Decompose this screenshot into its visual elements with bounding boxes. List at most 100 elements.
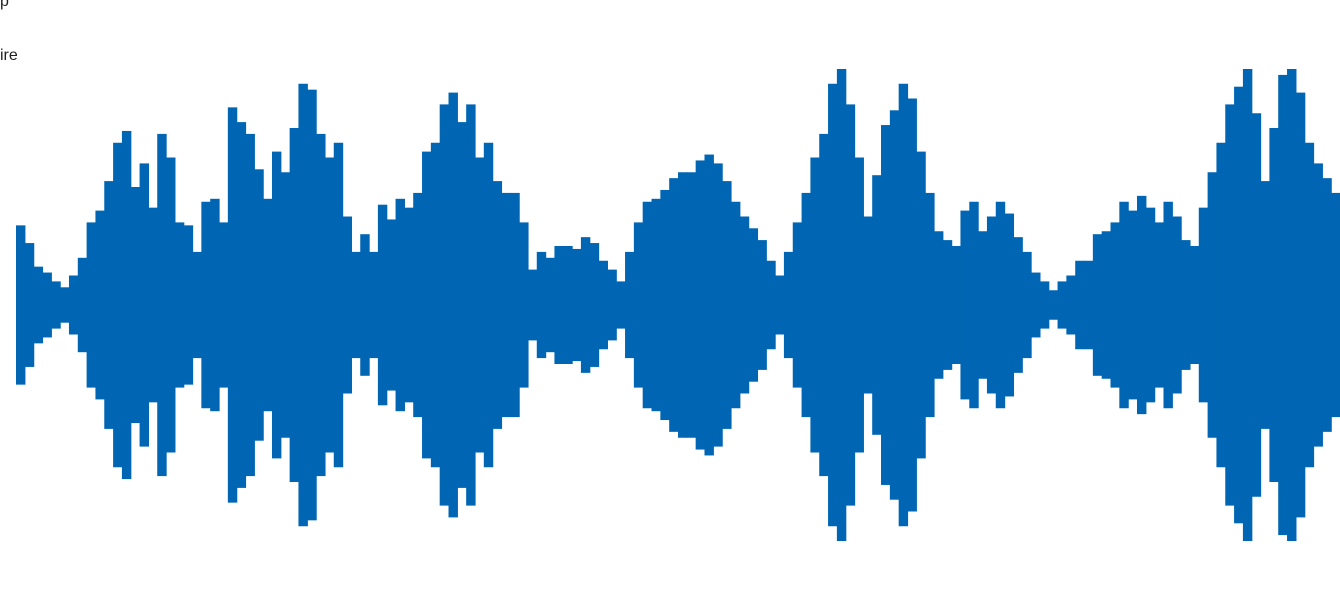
waveform-bar bbox=[1145, 207, 1156, 403]
waveform-bar bbox=[1287, 69, 1297, 541]
waveform-bar bbox=[192, 251, 202, 359]
waveform-bar bbox=[1225, 104, 1235, 506]
waveform-bar bbox=[280, 172, 291, 438]
waveform-bar bbox=[227, 107, 238, 503]
waveform-bar bbox=[1278, 74, 1288, 536]
waveform-bar bbox=[501, 192, 511, 418]
waveform-bar bbox=[1136, 195, 1147, 415]
waveform-bar bbox=[775, 275, 785, 335]
waveform-bar bbox=[951, 246, 962, 364]
waveform-bar bbox=[757, 240, 767, 370]
waveform-bar bbox=[510, 192, 520, 418]
waveform-bar bbox=[324, 157, 335, 453]
waveform-bar bbox=[33, 266, 44, 344]
waveform-bar bbox=[589, 243, 600, 367]
waveform-bar bbox=[166, 157, 176, 453]
waveform-bar bbox=[1119, 201, 1129, 409]
waveform-bar bbox=[1066, 275, 1076, 335]
waveform-bar bbox=[704, 154, 714, 456]
waveform-bar bbox=[995, 201, 1006, 409]
waveform-bar bbox=[1216, 142, 1226, 468]
waveform-bar bbox=[713, 163, 723, 447]
waveform-bar bbox=[457, 122, 467, 488]
waveform-bar bbox=[1154, 222, 1165, 388]
waveform-bar bbox=[801, 192, 811, 418]
waveform-bar bbox=[483, 142, 494, 468]
waveform-bar bbox=[333, 142, 344, 468]
waveform-bar bbox=[730, 201, 741, 409]
waveform-bar bbox=[695, 160, 706, 450]
waveform-bar bbox=[766, 260, 776, 350]
waveform-bar bbox=[660, 189, 670, 421]
waveform-bar bbox=[1198, 207, 1209, 403]
waveform-bar bbox=[819, 133, 829, 477]
waveform-bar bbox=[792, 222, 803, 388]
waveform-bar bbox=[113, 142, 123, 468]
waveform-bar bbox=[77, 257, 88, 353]
waveform-bar bbox=[607, 269, 617, 341]
waveform-bar bbox=[68, 275, 79, 335]
partial-label-top: p bbox=[0, 0, 9, 10]
waveform-bar bbox=[404, 207, 414, 403]
waveform-bar bbox=[439, 104, 450, 506]
waveform-bar bbox=[1234, 86, 1244, 524]
waveform-bar bbox=[1075, 260, 1085, 350]
waveform-bar bbox=[1189, 246, 1200, 364]
partial-label-side: ire bbox=[0, 47, 18, 64]
waveform-bar bbox=[845, 104, 856, 506]
waveform-bar bbox=[748, 228, 759, 382]
waveform-bar bbox=[625, 251, 635, 359]
waveform-bar bbox=[342, 216, 353, 394]
waveform-bar bbox=[1172, 216, 1182, 394]
waveform-bar bbox=[563, 246, 573, 364]
waveform-bar bbox=[245, 133, 255, 477]
waveform-bar bbox=[978, 231, 988, 379]
waveform-bar bbox=[157, 133, 167, 477]
waveform-bar bbox=[686, 172, 697, 438]
waveform-bar bbox=[466, 104, 476, 506]
waveform-bar bbox=[130, 187, 141, 423]
waveform-bar bbox=[95, 210, 105, 400]
waveform-bar bbox=[1260, 181, 1270, 429]
waveform-bar bbox=[386, 219, 397, 391]
waveform-bar bbox=[916, 151, 926, 459]
waveform-bar bbox=[1181, 240, 1191, 370]
waveform-bar bbox=[492, 181, 503, 429]
waveform-bar bbox=[881, 125, 891, 485]
waveform-bar bbox=[139, 163, 149, 447]
waveform-bar bbox=[1331, 192, 1340, 418]
waveform-bar bbox=[377, 204, 388, 406]
waveform-bar bbox=[854, 157, 864, 453]
waveform-bar bbox=[519, 222, 529, 388]
waveform-bar bbox=[1242, 69, 1253, 541]
waveform-bar bbox=[263, 198, 273, 412]
waveform-bar bbox=[898, 83, 909, 527]
waveform-bar bbox=[1110, 222, 1120, 388]
waveform-bar bbox=[863, 216, 873, 394]
waveform-bar bbox=[889, 110, 900, 500]
waveform-bar bbox=[271, 151, 282, 459]
waveform-bar bbox=[413, 192, 423, 418]
waveform-bar bbox=[351, 251, 361, 359]
waveform-bar bbox=[633, 222, 644, 388]
waveform-bar bbox=[121, 130, 132, 480]
waveform-bar bbox=[42, 272, 52, 338]
waveform-bar bbox=[474, 157, 485, 453]
waveform-bar bbox=[527, 269, 538, 341]
waveform-bar bbox=[1101, 231, 1112, 379]
waveform-bar bbox=[289, 128, 300, 482]
waveform-bar bbox=[669, 178, 679, 432]
waveform-bar bbox=[1304, 142, 1315, 468]
waveform-bar bbox=[836, 69, 847, 541]
waveform-bar bbox=[183, 225, 194, 385]
waveform-bar bbox=[1031, 272, 1041, 338]
waveform-bar bbox=[1022, 251, 1032, 359]
waveform-bar bbox=[1004, 213, 1015, 397]
waveform-bar bbox=[395, 198, 405, 412]
waveform-bar bbox=[51, 281, 61, 329]
waveform-bar bbox=[1048, 290, 1059, 320]
waveform-bar bbox=[554, 246, 564, 364]
waveform-bar bbox=[545, 257, 556, 353]
waveform-bar bbox=[642, 201, 653, 409]
